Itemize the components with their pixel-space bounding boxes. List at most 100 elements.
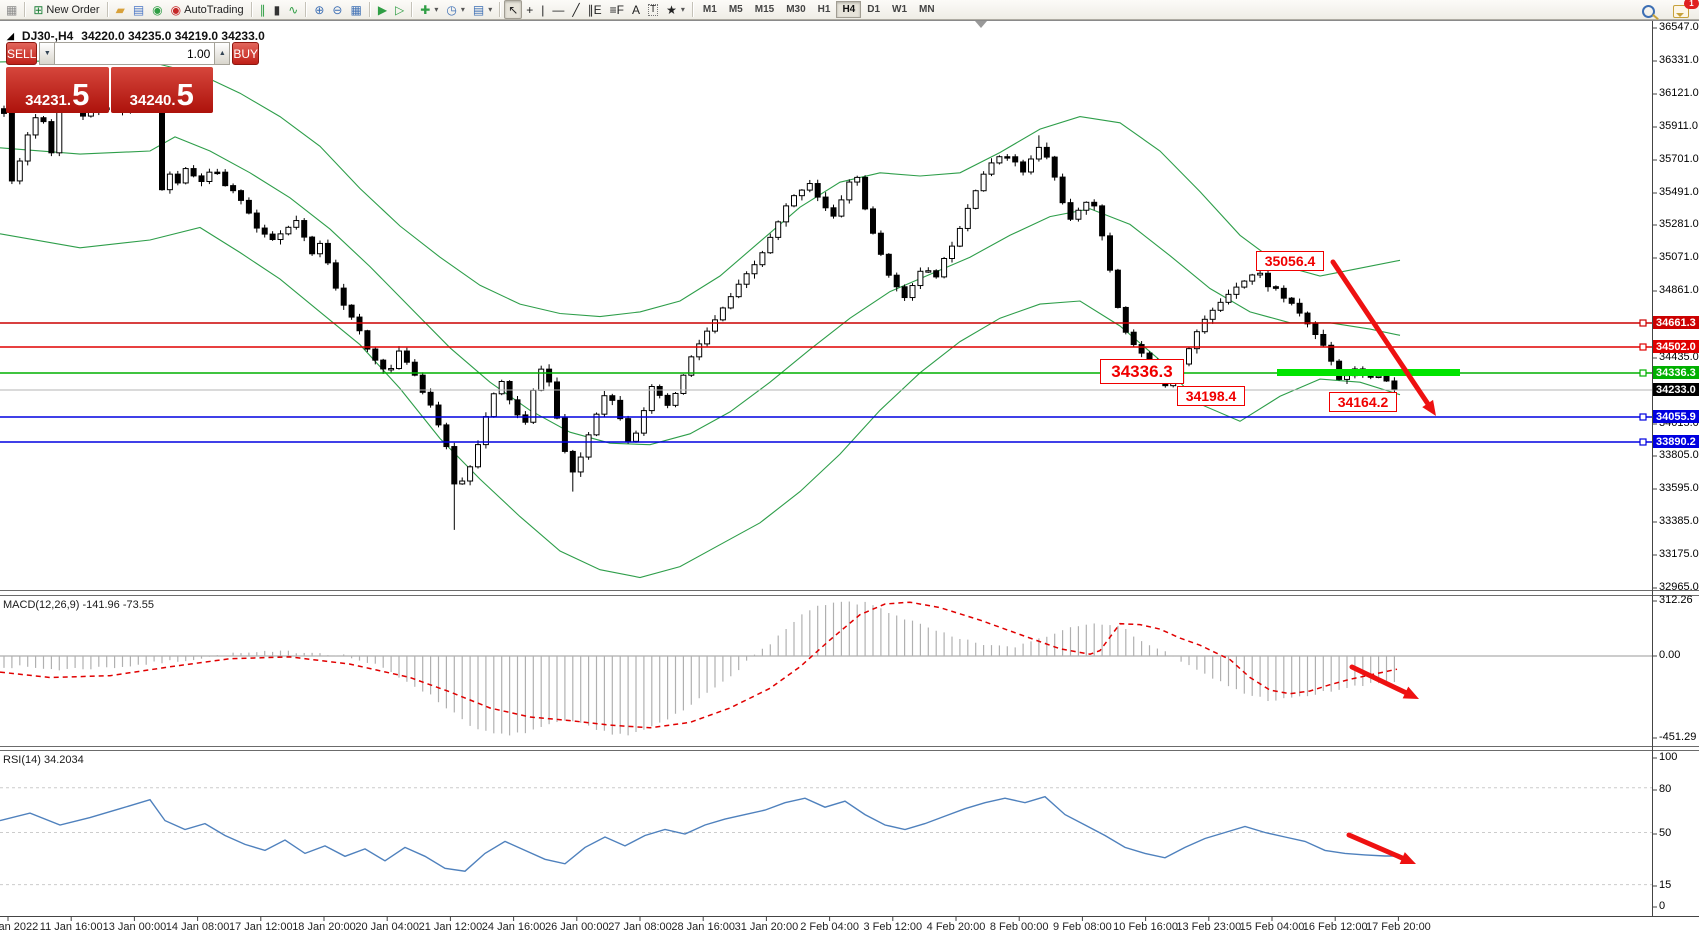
volume-decrease-button[interactable]: ▼: [39, 42, 56, 65]
trendline-button[interactable]: ╱: [568, 0, 583, 19]
axis-tick-label: 34861.0: [1659, 284, 1699, 296]
toolbar-separator: [305, 2, 308, 17]
time-axis-label: 11 Jan 16:00: [39, 921, 103, 933]
timeframe-m15[interactable]: M15: [754, 4, 775, 15]
toolbar-separator: [411, 2, 414, 17]
search-button[interactable]: [1638, 2, 1659, 21]
axis-tick-label: 36121.0: [1659, 87, 1699, 99]
indicators-button[interactable]: ✚ ▾: [416, 0, 442, 19]
timeframe-d1[interactable]: D1: [867, 4, 881, 15]
price-annotation[interactable]: 34164.2: [1329, 392, 1397, 412]
trendline-icon: ╱: [572, 2, 580, 17]
timeframe-m1[interactable]: M1: [702, 4, 717, 15]
time-axis-label: 8 Feb 00:00: [989, 921, 1049, 933]
auto-scroll-button[interactable]: ▶: [374, 0, 391, 19]
chart-shift-icon: ▷: [395, 2, 405, 17]
time-axis-label: 26 Jan 00:00: [544, 921, 609, 933]
timeframe-w1[interactable]: W1: [892, 4, 908, 15]
chart-shift-button[interactable]: ▷: [391, 0, 408, 19]
zoom-out-button[interactable]: ⊖: [328, 0, 346, 19]
fibonacci-icon: ≡F: [609, 2, 625, 17]
axis-tick-label: 0.00: [1659, 649, 1681, 661]
signals-button[interactable]: ◉: [148, 0, 166, 19]
axis-tick-label: 36547.0: [1659, 21, 1699, 33]
toolbar-separator: [368, 2, 371, 17]
charts-window-icon: ▦: [6, 2, 18, 17]
history-center-button[interactable]: ▰: [112, 0, 129, 19]
toolbar-separator: [106, 2, 109, 17]
zoom-in-button[interactable]: ⊕: [310, 0, 328, 19]
timeframe-h1[interactable]: H1: [817, 4, 831, 15]
time-axis-label: 17 Jan 12:00: [228, 921, 293, 933]
autotrading-button[interactable]: ◉ AutoTrading: [167, 0, 248, 19]
toolbar-separator: [499, 2, 502, 17]
axis-tick-label: 35911.0: [1659, 120, 1698, 132]
chart-corner-icon: ◢: [7, 30, 14, 41]
templates-button[interactable]: ▤ ▾: [469, 0, 496, 19]
price-annotation[interactable]: 34336.3: [1100, 359, 1184, 384]
timeframe-m5[interactable]: M5: [728, 4, 743, 15]
time-axis-label: 21 Jan 12:00: [418, 921, 483, 933]
price-tag: 34336.3: [1653, 366, 1699, 379]
buy-price-pips: 5: [176, 77, 194, 113]
one-click-trading-panel: SELL ▼ ▲ BUY 34231. 5 34240. 5: [6, 42, 260, 113]
toolbar: ▦ ⊞ New Order ▰ ▤ ◉ ◉ AutoTrading ∥ ▮ ∿ ⊕ ⊖ ▦ ▶ ▷ ✚ ▾ ◷ ▾ ▤ ▾…: [0, 0, 1699, 20]
new-order-button[interactable]: ⊞ New Order: [29, 0, 103, 19]
tile-windows-button[interactable]: ▦: [346, 0, 365, 19]
toolbar-separator: [250, 2, 253, 17]
price-annotation[interactable]: 34198.4: [1177, 386, 1245, 406]
axis-tick-label: 0: [1659, 900, 1666, 912]
price-annotation[interactable]: 35056.4: [1256, 251, 1324, 271]
sell-price-tile[interactable]: 34231. 5: [6, 67, 109, 113]
time-axis-label: 27 Jan 08:00: [608, 921, 672, 933]
text-label-button[interactable]: T: [644, 0, 662, 19]
price-tag: 34502.0: [1653, 340, 1699, 353]
timeframe-h4[interactable]: H4: [836, 1, 862, 18]
auto-scroll-icon: ▶: [377, 2, 388, 17]
cursor-icon: ↖: [508, 2, 519, 17]
volume-increase-button[interactable]: ▲: [214, 42, 231, 65]
expert-advisors-button[interactable]: ▤: [129, 0, 148, 19]
vertical-line-icon: |: [541, 2, 545, 17]
toolbar-buttons: ▦ ⊞ New Order ▰ ▤ ◉ ◉ AutoTrading ∥ ▮ ∿ ⊕ ⊖ ▦ ▶ ▷ ✚ ▾ ◷ ▾ ▤ ▾…: [2, 0, 689, 19]
vertical-line-button[interactable]: |: [537, 0, 548, 19]
equidistant-channel-button[interactable]: ∥E: [584, 0, 606, 19]
charts-window-button[interactable]: ▦: [2, 0, 21, 19]
candlestick-chart-button[interactable]: ▮: [270, 0, 285, 19]
zoom-in-icon: ⊕: [314, 2, 325, 17]
cursor-button[interactable]: ↖: [504, 0, 523, 19]
chevron-down-icon: ▾: [434, 5, 439, 14]
text-button[interactable]: A: [628, 0, 644, 19]
candlestick-chart-icon: ▮: [273, 2, 281, 17]
timeframe-m30[interactable]: M30: [786, 4, 806, 15]
axis-tick-label: 33805.0: [1659, 449, 1699, 461]
bar-chart-button[interactable]: ∥: [256, 0, 270, 19]
price-tag: 34055.9: [1653, 410, 1699, 423]
zoom-out-icon: ⊖: [332, 2, 343, 17]
new-order-label: New Order: [46, 3, 100, 16]
time-axis-label: 18 Jan 20:00: [292, 921, 356, 933]
new-order-icon: ⊞: [33, 2, 44, 17]
axis-tick-label: 35071.0: [1659, 251, 1699, 263]
sell-button[interactable]: SELL: [6, 42, 38, 65]
notifications-button[interactable]: 1: [1669, 0, 1699, 21]
axis-tick-label: 15: [1659, 879, 1672, 891]
crosshair-button[interactable]: +: [522, 0, 537, 19]
axis-tick-label: -451.29: [1659, 731, 1697, 743]
fibonacci-button[interactable]: ≡F: [606, 0, 628, 19]
volume-input[interactable]: [55, 42, 215, 65]
symbol-ohlc: 34220.0 34235.0 34219.0 34233.0: [81, 29, 265, 43]
time-axis-label: 3 Feb 12:00: [863, 921, 923, 933]
periods-button[interactable]: ◷ ▾: [442, 0, 469, 19]
timeframe-mn[interactable]: MN: [919, 4, 935, 15]
axis-tick-label: 35701.0: [1659, 153, 1699, 165]
buy-price-tile[interactable]: 34240. 5: [110, 67, 213, 113]
horizontal-line-button[interactable]: —: [548, 0, 568, 19]
expert-advisors-icon: ▤: [132, 2, 145, 17]
buy-button[interactable]: BUY: [232, 42, 260, 65]
line-chart-button[interactable]: ∿: [284, 0, 302, 19]
arrows-button[interactable]: ★ ▾: [662, 0, 689, 19]
price-tag: 34661.3: [1653, 316, 1699, 329]
